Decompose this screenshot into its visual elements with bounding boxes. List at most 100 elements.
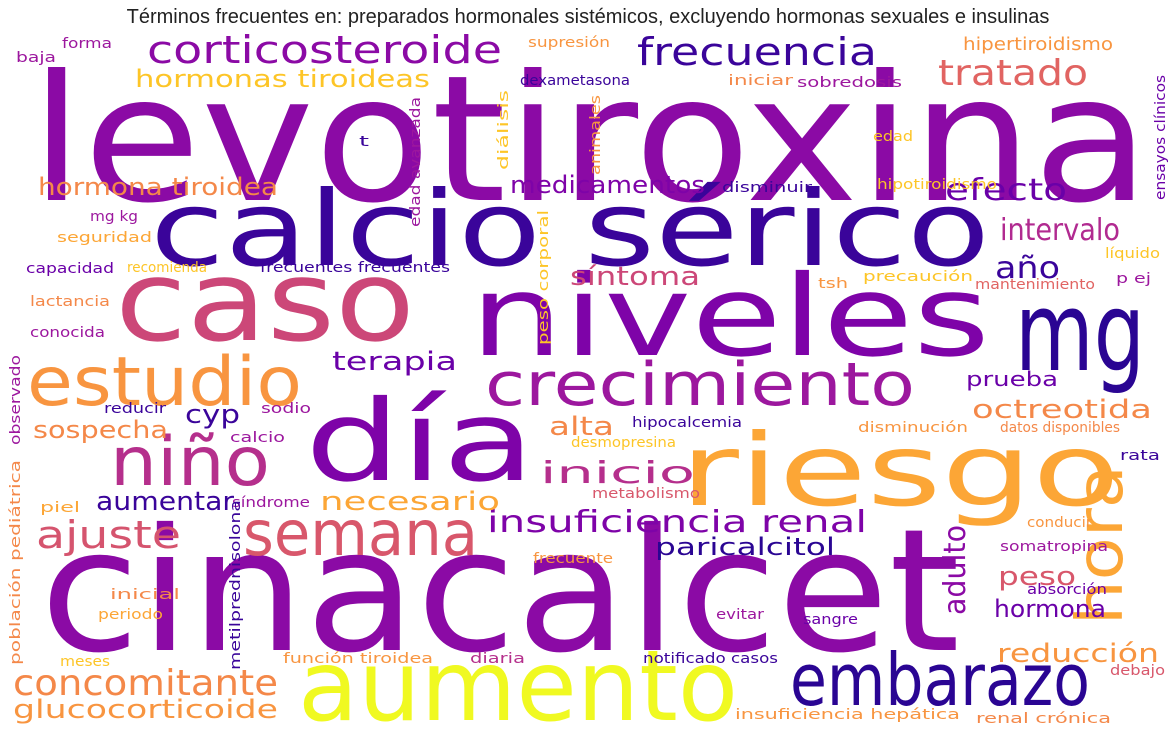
word-octreotida: octreotida xyxy=(972,395,1152,425)
word-conducir: conducir xyxy=(1027,515,1092,531)
word-necesario: necesario xyxy=(320,487,500,517)
word-observado: observado xyxy=(8,355,24,445)
word-alta: alta xyxy=(549,412,614,442)
word-hipertiroidismo: hipertiroidismo xyxy=(963,34,1113,55)
word-ajuste: ajuste xyxy=(36,513,181,557)
word-calcio: calcio xyxy=(230,430,285,446)
word-capacidad: capacidad xyxy=(26,261,114,277)
word-poblacion-pediatrica: población pediátrica xyxy=(8,460,24,665)
word-cyp: cyp xyxy=(185,400,240,430)
word-hipotiroidismo: hipotiroidismo xyxy=(877,177,997,193)
word-notificado-casos: notificado casos xyxy=(643,651,778,667)
word-rata: rata xyxy=(1120,448,1160,464)
word-seguridad: seguridad xyxy=(57,230,152,246)
word-insuficiencia-renal: insuficiencia renal xyxy=(487,505,867,540)
word-periodo: periodo xyxy=(98,607,163,623)
word-disminuir: disminuir xyxy=(722,180,812,196)
word-concomitante: concomitante xyxy=(13,663,278,704)
word-precaucion: precaución xyxy=(863,269,973,285)
word-frecuencia: frecuencia xyxy=(637,30,877,74)
word-peso-corporal: peso corporal xyxy=(536,210,552,345)
word-absorcion: absorción xyxy=(1027,582,1107,598)
word-metilprednisolona: metilprednisolona xyxy=(228,500,244,670)
word-animales: animales xyxy=(588,95,604,175)
word-iniciar: iniciar xyxy=(728,73,793,89)
word-aumento: aumento xyxy=(298,630,738,737)
word-dialisis: diálisis xyxy=(496,90,512,170)
word-frecuentes-frecuentes: frecuentes frecuentes xyxy=(260,260,450,276)
word-sintoma: síntoma xyxy=(570,262,700,292)
word-hormona-tiroidea: hormona tiroidea xyxy=(38,173,278,201)
word-mg-kg: mg kg xyxy=(90,209,138,225)
word-sangre: sangre xyxy=(803,612,858,628)
word-ano: año xyxy=(995,251,1060,286)
word-funcion-tiroidea: función tiroidea xyxy=(283,651,433,667)
word-levotiroxina: levotiroxina xyxy=(30,39,1150,242)
word-recomienda: recomienda xyxy=(127,260,207,276)
word-debajo: debajo xyxy=(1110,663,1165,679)
word-cinacalcet: cinacalcet xyxy=(40,493,960,691)
word-insuficiencia-hepatica: insuficiencia hepática xyxy=(735,707,960,723)
word-frecuente: frecuente xyxy=(533,551,613,567)
word-prueba: prueba xyxy=(966,367,1058,391)
word-inicio: inicio xyxy=(540,456,695,491)
word-calcio-serico: calcio sérico xyxy=(150,168,990,290)
word-tsh: tsh xyxy=(818,276,848,292)
word-efecto: efecto xyxy=(945,173,1067,208)
word-metabolismo: metabolismo xyxy=(592,486,700,502)
word-glucocorticoide: glucocorticoide xyxy=(13,695,278,725)
word-sobredosis: sobredosis xyxy=(797,75,902,91)
word-inicial: inicial xyxy=(110,587,180,603)
word-p-ej: p ej xyxy=(1116,271,1151,287)
word-estudio: estudio xyxy=(27,343,302,422)
word-dexametasona: dexametasona xyxy=(520,73,630,89)
word-caso: caso xyxy=(115,237,415,367)
word-intervalo: intervalo xyxy=(1000,213,1120,248)
word-riesgo: riesgo xyxy=(680,412,1120,529)
word-conocida: conocida xyxy=(30,325,105,341)
word-hora: hora xyxy=(1064,465,1138,625)
word-piel: piel xyxy=(40,500,80,516)
word-diaria: diaria xyxy=(470,651,525,667)
word-supresion: supresión xyxy=(528,35,610,51)
word-sindrome: síndrome xyxy=(232,495,310,511)
word-adulto: adulto xyxy=(938,525,973,615)
word-somatropina: somatropina xyxy=(1000,539,1108,555)
word-disminucion: disminución xyxy=(858,420,968,436)
word-desmopresina: desmopresina xyxy=(571,435,676,451)
word-meses: meses xyxy=(60,654,110,670)
word-forma: forma xyxy=(62,36,112,52)
word-renal-cronica: renal crónica xyxy=(976,711,1111,727)
word-terapia: terapia xyxy=(332,347,457,377)
word-corticosteroide: corticosteroide xyxy=(147,28,502,72)
word-evitar: evitar xyxy=(716,607,764,623)
word-paricalcitol: paricalcitol xyxy=(655,533,835,561)
word-nino: niño xyxy=(110,423,270,502)
word-hormonas-tiroideas: hormonas tiroideas xyxy=(135,65,430,93)
word-crecimiento: crecimiento xyxy=(485,350,915,420)
word-sodio: sodio xyxy=(261,401,311,417)
word-medicamentos: medicamentos xyxy=(510,171,705,199)
word-ensayos-clinicos: ensayos clínicos xyxy=(1153,75,1169,200)
word-liquido: líquido xyxy=(1105,246,1160,262)
word-tratado: tratado xyxy=(938,53,1088,94)
word-datos-disponibles: datos disponibles xyxy=(1000,420,1120,436)
word-reduccion: reducción xyxy=(997,639,1159,669)
word-hipocalcemia: hipocalcemia xyxy=(632,415,742,431)
word-edad-avanzada: edad avanzada xyxy=(408,97,424,227)
page-title: Términos frecuentes en: preparados hormo… xyxy=(126,6,1050,28)
word-reducir: reducir xyxy=(104,401,166,417)
word-niveles: niveles xyxy=(470,252,990,382)
word-hormona: hormona xyxy=(994,595,1106,623)
word-baja: baja xyxy=(16,50,56,66)
word-semana: semana xyxy=(243,497,478,570)
word-sospecha: sospecha xyxy=(33,416,168,444)
word-aumentar: aumentar xyxy=(96,487,234,517)
word-mg: mg xyxy=(1015,268,1145,396)
word-t: t xyxy=(359,134,370,150)
word-lactancia: lactancia xyxy=(30,294,110,310)
word-dia: día xyxy=(305,377,535,507)
word-mantenimiento: mantenimiento xyxy=(975,277,1095,293)
word-edad: edad xyxy=(873,129,913,145)
